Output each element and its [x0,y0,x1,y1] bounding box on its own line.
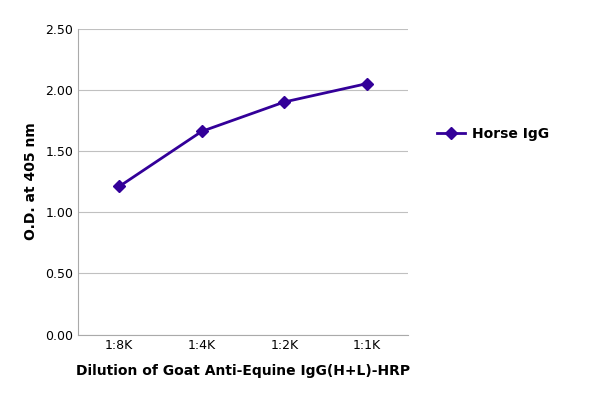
X-axis label: Dilution of Goat Anti-Equine IgG(H+L)-HRP: Dilution of Goat Anti-Equine IgG(H+L)-HR… [76,364,410,377]
Horse IgG [198,129,205,134]
Y-axis label: O.D. at 405 nm: O.D. at 405 nm [24,123,38,240]
Line: Horse IgG: Horse IgG [115,80,371,191]
Horse IgG [116,184,123,189]
Legend: Horse IgG: Horse IgG [431,121,554,146]
Horse IgG [363,81,370,86]
Horse IgG [281,100,288,104]
